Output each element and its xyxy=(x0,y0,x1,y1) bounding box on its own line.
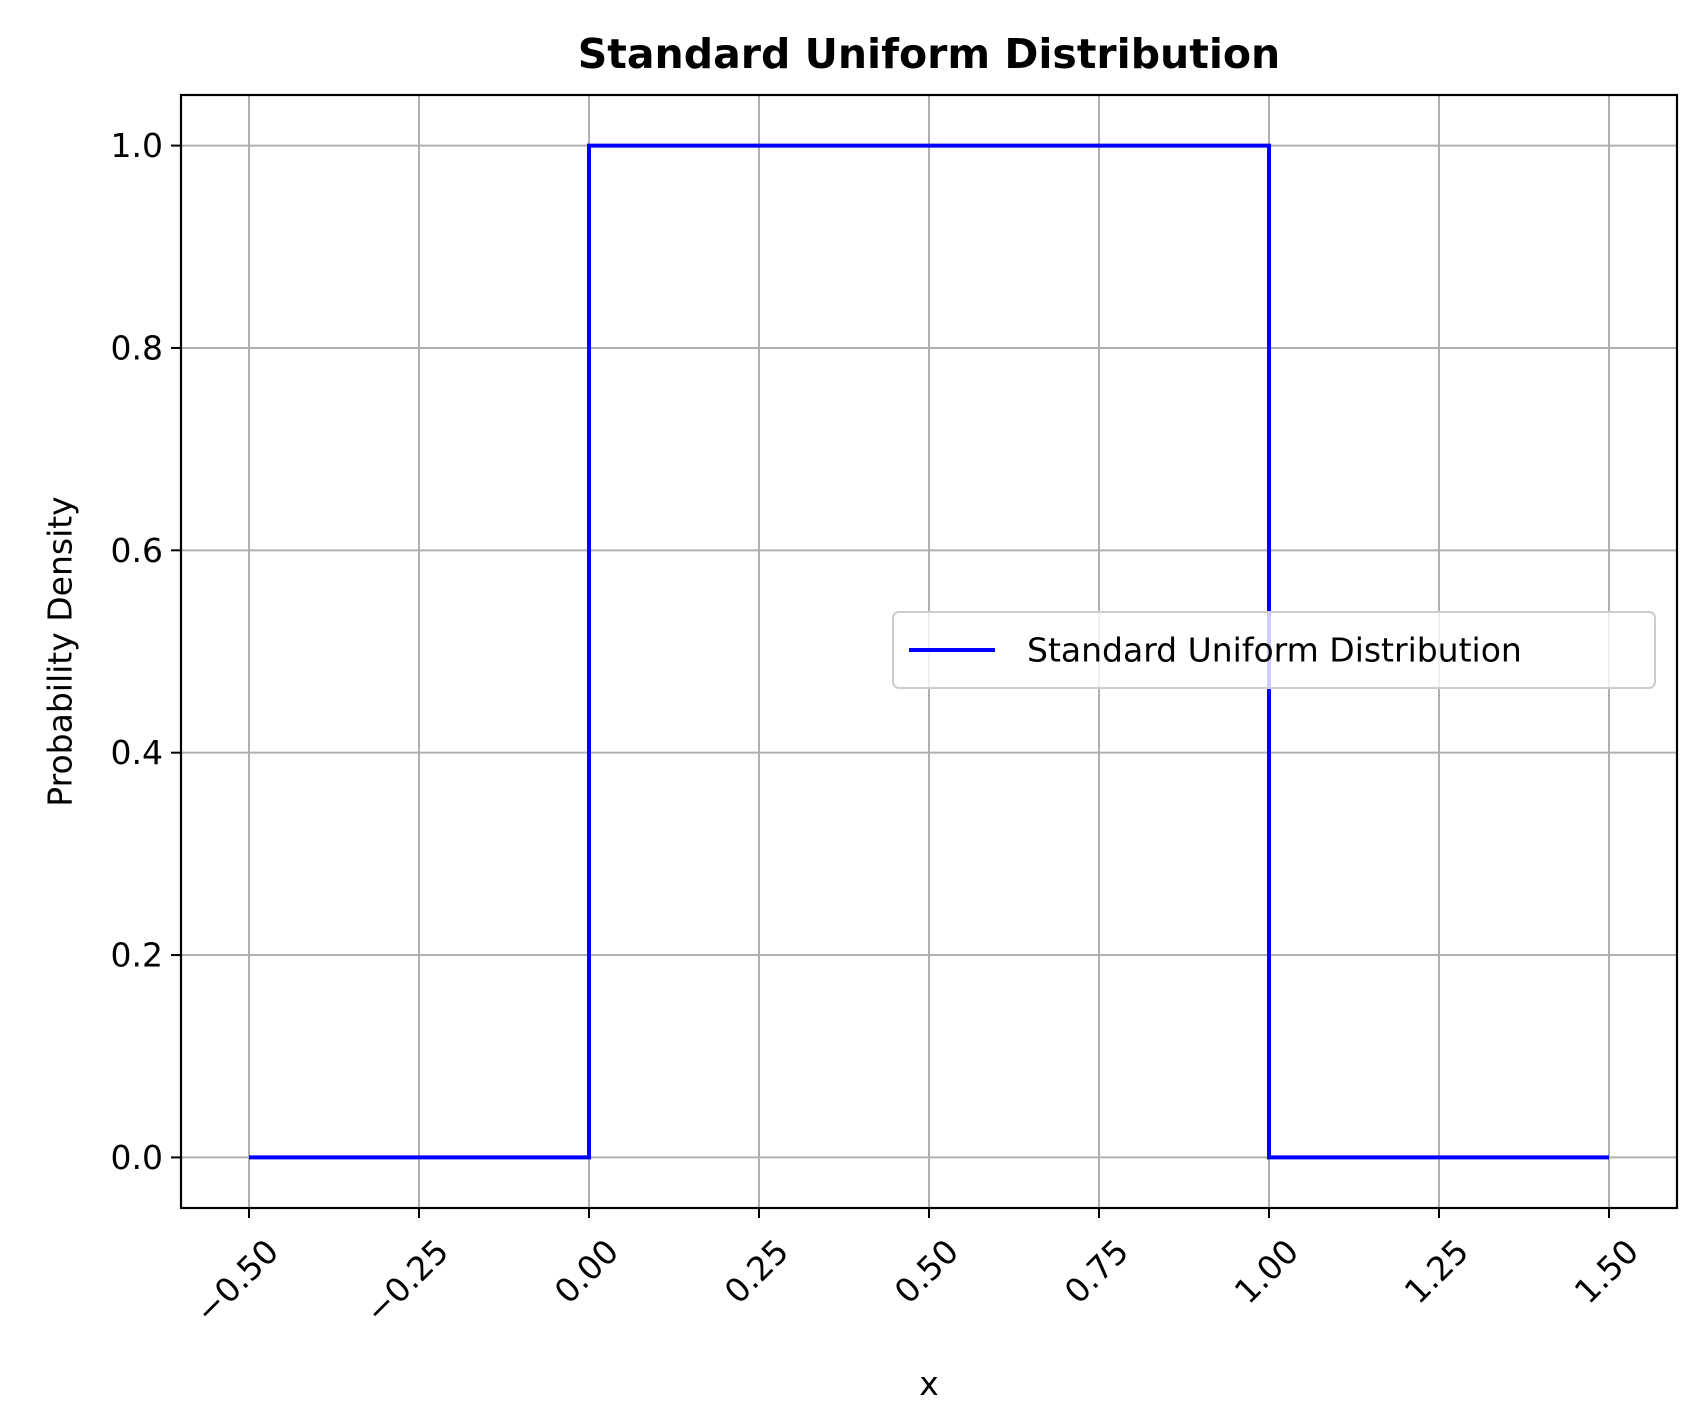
series-line-uniform-pdf xyxy=(249,143,1609,1160)
y-tick-label: 0.0 xyxy=(111,1138,163,1177)
y-tick-label: 1.0 xyxy=(111,126,163,165)
y-axis-label: Probability Density xyxy=(41,496,80,806)
y-tick-label: 0.8 xyxy=(111,328,163,367)
y-tick-label: 0.6 xyxy=(111,531,163,570)
legend: Standard Uniform Distribution xyxy=(892,611,1656,689)
x-axis-label: x xyxy=(919,1364,939,1403)
legend-label: Standard Uniform Distribution xyxy=(1027,631,1522,670)
series-layer xyxy=(249,143,1609,1160)
y-tick-label: 0.4 xyxy=(111,733,163,772)
legend-box xyxy=(892,611,1656,689)
chart-title: Standard Uniform Distribution xyxy=(578,30,1281,78)
y-tick-label: 0.2 xyxy=(111,936,163,975)
